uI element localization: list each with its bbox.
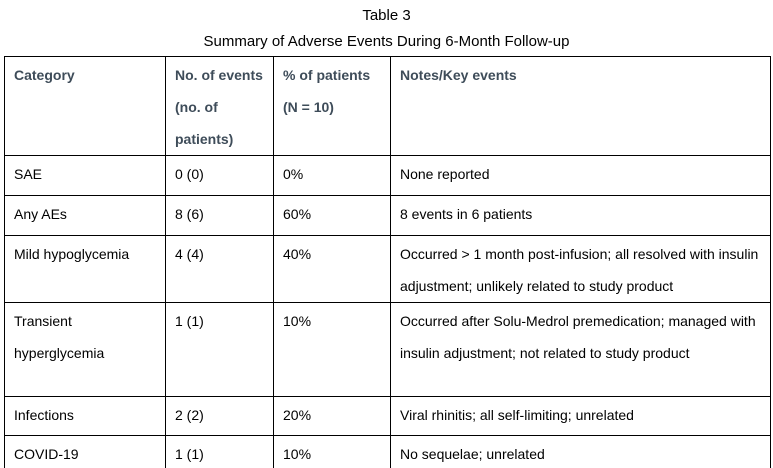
table-row-transient-hyperglycemia: Transient hyperglycemia 1 (1) 10% Occurr… (4, 302, 771, 397)
cell-events: 4 (4) (165, 235, 274, 303)
cell-notes: Occurred > 1 month post-infusion; all re… (390, 235, 771, 303)
column-header-category: Category (4, 56, 166, 156)
table-row-covid19: COVID-19 1 (1) 10% No sequelae; unrelate… (4, 435, 771, 468)
cell-category: Any AEs (4, 195, 166, 236)
table-title: Summary of Adverse Events During 6-Month… (203, 33, 570, 50)
cell-category: Transient hyperglycemia (4, 302, 166, 397)
cell-events: 1 (1) (165, 435, 274, 468)
cell-events: 8 (6) (165, 195, 274, 236)
column-header-events: No. of events (no. of patients) (165, 56, 274, 156)
cell-notes: Occurred after Solu-Medrol premedication… (390, 302, 771, 397)
table-row-mild-hypoglycemia: Mild hypoglycemia 4 (4) 40% Occurred > 1… (4, 235, 771, 303)
cell-notes: Viral rhinitis; all self-limiting; unrel… (390, 396, 771, 436)
cell-notes: 8 events in 6 patients (390, 195, 771, 236)
cell-percent: 40% (273, 235, 391, 303)
cell-percent: 60% (273, 195, 391, 236)
table-number: Table 3 (362, 7, 411, 24)
cell-category: SAE (4, 155, 166, 196)
adverse-events-table: Category No. of events (no. of patients)… (4, 56, 771, 468)
column-header-notes: Notes/Key events (390, 56, 771, 156)
cell-notes: None reported (390, 155, 771, 196)
cell-percent: 10% (273, 435, 391, 468)
cell-percent: 10% (273, 302, 391, 397)
cell-notes: No sequelae; unrelated (390, 435, 771, 468)
table-row-sae: SAE 0 (0) 0% None reported (4, 155, 771, 196)
cell-percent: 20% (273, 396, 391, 436)
cell-percent: 0% (273, 155, 391, 196)
cell-category: Mild hypoglycemia (4, 235, 166, 303)
cell-category: COVID-19 (4, 435, 166, 468)
column-header-percent: % of patients (N = 10) (273, 56, 391, 156)
cell-events: 2 (2) (165, 396, 274, 436)
table-header-row: Category No. of events (no. of patients)… (4, 56, 771, 156)
cell-events: 1 (1) (165, 302, 274, 397)
cell-category: Infections (4, 396, 166, 436)
cell-events: 0 (0) (165, 155, 274, 196)
table-row-any-aes: Any AEs 8 (6) 60% 8 events in 6 patients (4, 195, 771, 236)
table-row-infections: Infections 2 (2) 20% Viral rhinitis; all… (4, 396, 771, 436)
